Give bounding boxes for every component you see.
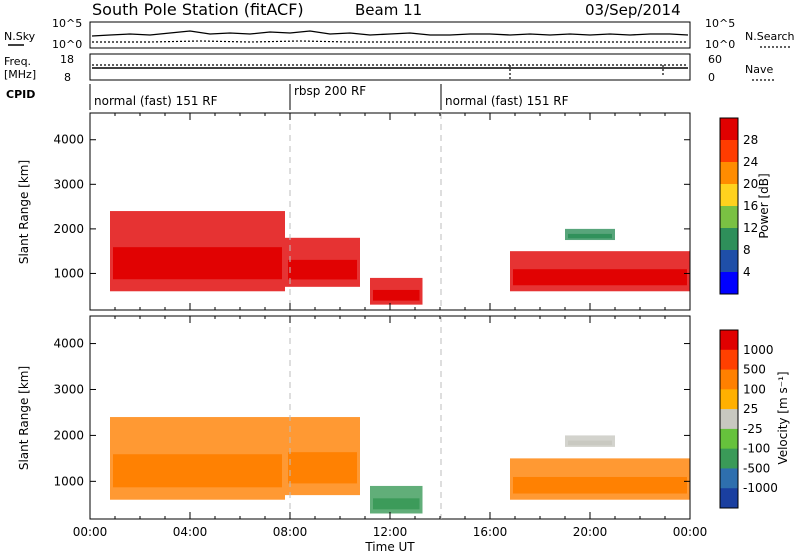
cpid-label: CPID: [6, 88, 35, 101]
nsky-tick-top: 10^5: [52, 17, 82, 30]
nsearch-tick-top: 10^5: [705, 17, 735, 30]
power-colorbar-tick: 20: [743, 177, 758, 191]
power-colorbar-cell: [720, 250, 738, 273]
freq-strip: Freq. [MHz] 18 8 60 0 Nave: [4, 53, 776, 84]
cpid-strip: CPID normal (fast) 151 RF rbsp 200 RF no…: [6, 84, 569, 110]
power-panel: 4000 3000 2000 1000 Slant Range [km]: [17, 112, 691, 311]
velocity-colorbar-tick: -500: [743, 461, 770, 475]
power-colorbar-cell: [720, 140, 738, 163]
xtick-label: 20:00: [573, 525, 608, 539]
velocity-echo-core-2: [288, 452, 357, 484]
velocity-colorbar-cell: [720, 389, 738, 410]
nave-tick-bottom: 0: [708, 71, 715, 84]
velocity-colorbar-cell: [720, 330, 738, 351]
power-colorbar-cell: [720, 184, 738, 207]
nsky-trace: [91, 30, 689, 37]
freq-label: Freq.: [4, 55, 31, 68]
nsky-tick-bottom: 10^0: [52, 38, 82, 51]
power-ytick-label: 4000: [53, 133, 84, 147]
xtick-label: 16:00: [473, 525, 508, 539]
nsearch-tick-bottom: 10^0: [705, 38, 735, 51]
velocity-colorbar-cell: [720, 369, 738, 390]
velocity-echo-layer: [110, 417, 690, 514]
velocity-colorbar-cell: [720, 488, 738, 509]
cpid-segment-2: rbsp 200 RF: [294, 84, 366, 98]
velocity-echo-core-1: [113, 454, 282, 488]
nsky-label: N.Sky: [4, 30, 36, 43]
velocity-colorbar-cell: [720, 428, 738, 450]
nsearch-label: N.Search: [745, 30, 795, 43]
velocity-ylabel: Slant Range [km]: [17, 366, 31, 470]
velocity-echo-core-5: [568, 440, 612, 446]
freq-tick-top: 18: [60, 53, 74, 66]
velocity-x-ticks: 00:00 04:00 08:00 12:00 16:00 20:00 00:00: [73, 525, 708, 539]
nsky-strip: N.Sky 10^5 10^0 10^5 10^0 N.Search: [4, 17, 795, 51]
velocity-y-ticks: 4000 3000 2000 1000: [53, 316, 691, 519]
velocity-colorbar-cell: [720, 448, 738, 469]
xtick-label: 08:00: [273, 525, 308, 539]
beam-label: Beam 11: [355, 1, 422, 19]
velocity-echo-core-3: [373, 498, 420, 510]
date-label: 03/Sep/2014: [585, 1, 681, 19]
velocity-colorbar-cell: [720, 468, 738, 489]
nave-label: Nave: [745, 63, 773, 76]
velocity-panel: 4000 3000 2000 1000 00:00 04:00 08:00 12:00 16:…: [17, 315, 708, 554]
power-colorbar-tick: 24: [743, 155, 758, 169]
velocity-ytick-label: 1000: [53, 474, 84, 488]
velocity-ytick-label: 4000: [53, 337, 84, 351]
power-echo-core-5: [568, 233, 612, 239]
velocity-colorbar-label: Velocity [m s⁻¹]: [776, 371, 790, 464]
cpid-segment-3: normal (fast) 151 RF: [445, 94, 569, 108]
velocity-colorbar-tick: -100: [743, 442, 770, 456]
power-colorbar-label: Power [dB]: [757, 173, 771, 238]
power-echo-core-1: [113, 247, 282, 280]
power-echo-core-4: [513, 269, 687, 286]
velocity-colorbar-tick: -1000: [743, 481, 778, 495]
power-ytick-label: 1000: [53, 266, 84, 280]
power-colorbar-cell: [720, 206, 738, 229]
nave-tick-top: 60: [708, 53, 722, 66]
freq-unit: [MHz]: [4, 68, 36, 81]
xtick-label: 00:00: [673, 525, 708, 539]
velocity-colorbar-cell: [720, 409, 738, 430]
station-title: South Pole Station (fitACF): [92, 0, 304, 19]
velocity-ytick-label: 2000: [53, 428, 84, 442]
velocity-echo-core-4: [513, 476, 687, 494]
nsearch-trace: [92, 40, 688, 43]
power-ytick-label: 2000: [53, 222, 84, 236]
power-echo-core-2: [288, 259, 357, 280]
xtick-label: 12:00: [373, 525, 408, 539]
velocity-colorbar-cell: [720, 349, 738, 371]
power-ytick-label: 3000: [53, 177, 84, 191]
power-ylabel: Slant Range [km]: [17, 160, 31, 264]
power-colorbar-tick: 4: [743, 265, 751, 279]
power-colorbar: 28 24 20 16 12 8 4 Power [dB]: [719, 117, 771, 295]
velocity-colorbar: 1000 500 100 25 -25 -100 -500 -1000 Velocity [m…: [719, 329, 790, 509]
power-colorbar-cell: [720, 118, 738, 141]
velocity-ytick-label: 3000: [53, 382, 84, 396]
power-echo-core-3: [373, 289, 420, 301]
power-colorbar-tick: 28: [743, 133, 758, 147]
xtick-label: 00:00: [73, 525, 108, 539]
velocity-xlabel: Time UT: [364, 540, 415, 554]
power-colorbar-tick: 16: [743, 199, 758, 213]
power-colorbar-tick: 12: [743, 221, 758, 235]
power-colorbar-cell: [720, 272, 738, 295]
velocity-colorbar-tick: 25: [743, 402, 758, 416]
velocity-colorbar-tick: -25: [743, 422, 763, 436]
power-colorbar-cell: [720, 162, 738, 185]
cpid-segment-1: normal (fast) 151 RF: [94, 94, 218, 108]
velocity-colorbar-tick: 100: [743, 382, 766, 396]
velocity-colorbar-tick: 500: [743, 363, 766, 377]
power-colorbar-cell: [720, 228, 738, 251]
power-y-ticks: 4000 3000 2000 1000: [53, 113, 691, 310]
power-echo-layer: [110, 211, 690, 305]
freq-tick-bottom: 8: [64, 71, 71, 84]
velocity-colorbar-tick: 1000: [743, 343, 774, 357]
xtick-label: 04:00: [173, 525, 208, 539]
power-colorbar-tick: 8: [743, 243, 751, 257]
